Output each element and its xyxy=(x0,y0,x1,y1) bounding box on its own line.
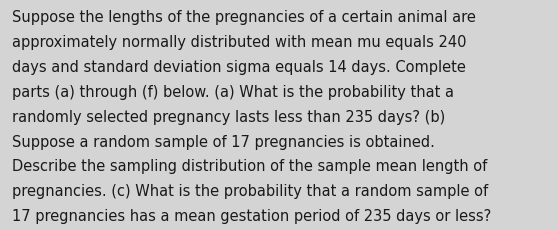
Text: parts (a) through (f) below. (a) What is the probability that a: parts (a) through (f) below. (a) What is… xyxy=(12,85,454,99)
Text: Suppose the lengths of the pregnancies of a certain animal are: Suppose the lengths of the pregnancies o… xyxy=(12,10,476,25)
Text: randomly selected pregnancy lasts less than 235 days? (b): randomly selected pregnancy lasts less t… xyxy=(12,109,445,124)
Text: days and standard deviation sigma equals 14 days. Complete: days and standard deviation sigma equals… xyxy=(12,60,466,75)
Text: 17 pregnancies has a mean gestation period of 235 days or less?: 17 pregnancies has a mean gestation peri… xyxy=(12,208,492,223)
Text: pregnancies. (c) What is the probability that a random sample of: pregnancies. (c) What is the probability… xyxy=(12,183,488,198)
Text: Suppose a random sample of 17 pregnancies is obtained.: Suppose a random sample of 17 pregnancie… xyxy=(12,134,435,149)
Text: Describe the sampling distribution of the sample mean length of: Describe the sampling distribution of th… xyxy=(12,159,488,174)
Text: approximately normally distributed with mean mu equals 240: approximately normally distributed with … xyxy=(12,35,467,50)
